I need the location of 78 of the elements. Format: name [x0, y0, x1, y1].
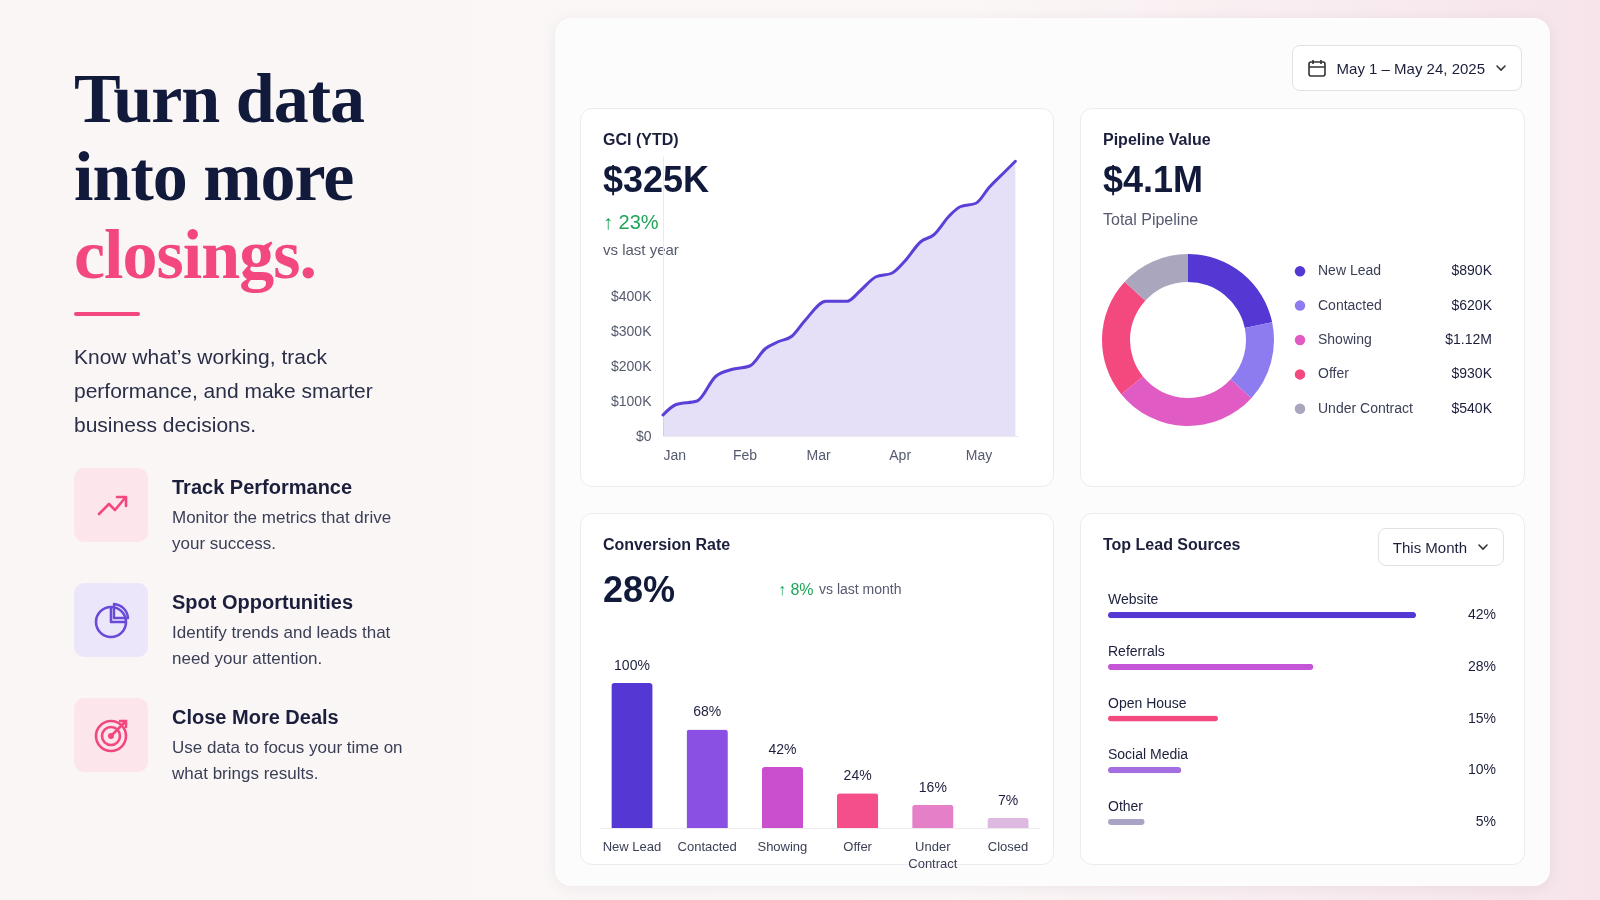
text: May 1 – May 24, 2025	[1336, 59, 1485, 77]
data-label: 42%	[768, 741, 797, 758]
data-label: 16%	[918, 778, 947, 795]
chart-title: GCI (YTD)	[603, 131, 679, 149]
bar	[1108, 663, 1314, 670]
text: vs last month	[819, 581, 902, 597]
bar	[686, 729, 728, 828]
bar	[761, 767, 804, 828]
chart-subtitle: $4.1M	[1103, 159, 1204, 201]
data-label: $930K	[1451, 365, 1493, 382]
text: Turn data into more closings.	[74, 60, 364, 293]
text: Use data to focus your time on what brings results.	[172, 737, 404, 785]
bar	[611, 683, 653, 828]
data-label: 10%	[1467, 761, 1496, 778]
donut-slice	[1188, 254, 1273, 329]
bar	[1108, 612, 1416, 619]
data-label: 68%	[693, 703, 722, 720]
y-tick-label: $400K	[611, 287, 653, 304]
text: This Month	[1392, 538, 1467, 556]
data-label: 24%	[843, 767, 872, 784]
legend-label: Offer	[1318, 365, 1350, 382]
text: Track Performance	[172, 476, 354, 499]
chart-subtitle: 28%	[603, 569, 676, 611]
y-tick-label: Other	[1108, 797, 1144, 814]
text: Identify trends and leads that need your attention.	[172, 622, 392, 670]
text: Spot Opportunities	[172, 591, 355, 614]
y-tick-label: $300K	[611, 322, 653, 339]
chart-title: Pipeline Value	[1103, 131, 1211, 149]
x-tick-label: Showing	[757, 838, 808, 854]
data-label: 42%	[1467, 606, 1496, 623]
x-tick-label: Closed	[987, 838, 1029, 854]
legend-label: Contacted	[1318, 296, 1382, 313]
donut-slice	[1230, 322, 1274, 399]
legend-label: Showing	[1318, 331, 1372, 347]
text: Close More Deals	[172, 706, 340, 729]
x-tick-label: May	[965, 446, 993, 463]
text: Know what’s working, track performance, and make smarter business decisions.	[74, 344, 374, 438]
data-label: $890K	[1451, 262, 1493, 279]
data-label: $540K	[1451, 399, 1493, 416]
annotation: vs last year	[603, 241, 679, 258]
y-tick-label: Open House	[1108, 694, 1187, 711]
donut-slice	[1102, 281, 1146, 395]
y-tick-label: $100K	[611, 392, 653, 409]
y-tick-label: $0	[635, 427, 652, 444]
text: Total Pipeline	[1103, 211, 1199, 229]
y-tick-label: Referrals	[1108, 642, 1165, 659]
x-tick-label: Offer	[843, 838, 873, 854]
x-tick-label: Apr	[889, 446, 912, 463]
x-tick-label: New Lead	[602, 838, 662, 854]
x-tick-label: Feb	[732, 446, 758, 463]
bar	[836, 793, 879, 828]
data-label: 28%	[1467, 657, 1496, 674]
bar	[987, 817, 1029, 828]
y-tick-label: Website	[1108, 591, 1159, 608]
data-label: $1.12M	[1445, 331, 1492, 347]
x-tick-label: Under Contract	[908, 838, 958, 871]
text: ↑ 8%	[778, 581, 814, 599]
x-tick-label: Mar	[806, 446, 832, 463]
x-tick-label: Jan	[663, 446, 687, 463]
data-label: $620K	[1451, 296, 1493, 313]
chart-subtitle: $325K	[603, 159, 710, 201]
bar	[1108, 767, 1182, 774]
text: ↑ 23%	[603, 211, 659, 234]
text: Monitor the metrics that drive your success.	[172, 507, 393, 555]
y-tick-label: Social Media	[1108, 746, 1189, 763]
donut-slice	[1121, 376, 1252, 426]
x-tick-label: Contacted	[677, 838, 737, 854]
legend-label: Under Contract	[1318, 399, 1414, 416]
bar	[912, 804, 954, 828]
data-label: 15%	[1467, 709, 1496, 726]
chart-title: Conversion Rate	[603, 536, 731, 554]
data-label: 7%	[997, 791, 1019, 808]
donut-slice	[1124, 254, 1188, 301]
y-tick-label: $200K	[611, 357, 653, 374]
legend-label: New Lead	[1318, 262, 1382, 279]
data-label: 100%	[614, 657, 650, 673]
chart-title: Top Lead Sources	[1103, 536, 1241, 554]
data-label: 5%	[1475, 812, 1496, 829]
